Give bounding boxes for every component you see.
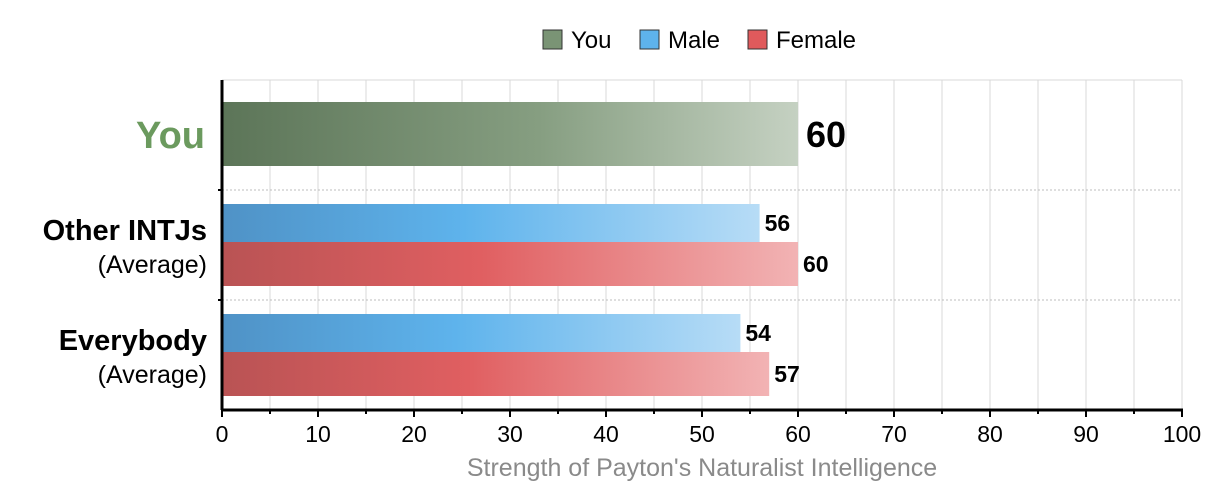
- category-label-other-intjs: Other INTJs: [43, 215, 207, 247]
- legend-swatch-you: [542, 29, 563, 50]
- axes: 0 10 20 30 40 50 60 70 80 90 100: [216, 80, 1201, 447]
- bar-you-you: [222, 102, 798, 166]
- x-tick-label: 80: [977, 421, 1003, 447]
- legend-swatch-female: [747, 29, 768, 50]
- x-axis-label: Strength of Payton's Naturalist Intellig…: [467, 454, 937, 482]
- data-label: 60: [806, 114, 846, 155]
- category-sublabel: (Average): [98, 361, 207, 389]
- data-label: 54: [745, 320, 771, 346]
- bar-other-intjs-female: [222, 242, 798, 286]
- data-label: 60: [803, 251, 829, 277]
- x-tick-label: 20: [401, 421, 427, 447]
- data-label: 57: [774, 361, 800, 387]
- bar-everybody-female: [222, 352, 770, 396]
- bar-everybody-male: [222, 314, 741, 352]
- x-tick-label: 70: [881, 421, 907, 447]
- legend-swatch-male: [639, 29, 660, 50]
- legend-label-you: You: [571, 27, 612, 54]
- data-label: 56: [765, 210, 791, 236]
- x-tick-label: 50: [689, 421, 715, 447]
- x-tick-label: 100: [1163, 421, 1201, 447]
- bars: [222, 102, 798, 396]
- x-tick-label: 0: [216, 421, 229, 447]
- category-label-you: You: [136, 115, 205, 157]
- category-sublabel: (Average): [98, 251, 207, 279]
- x-tick-label: 10: [305, 421, 331, 447]
- x-tick-label: 90: [1073, 421, 1099, 447]
- x-tick-label: 60: [785, 421, 811, 447]
- x-tick-label: 40: [593, 421, 619, 447]
- legend-label-male: Male: [668, 27, 720, 54]
- category-label-everybody: Everybody: [59, 325, 207, 357]
- bar-other-intjs-male: [222, 204, 760, 242]
- legend: You Male Female: [542, 27, 856, 54]
- legend-label-female: Female: [776, 27, 856, 54]
- x-tick-label: 30: [497, 421, 523, 447]
